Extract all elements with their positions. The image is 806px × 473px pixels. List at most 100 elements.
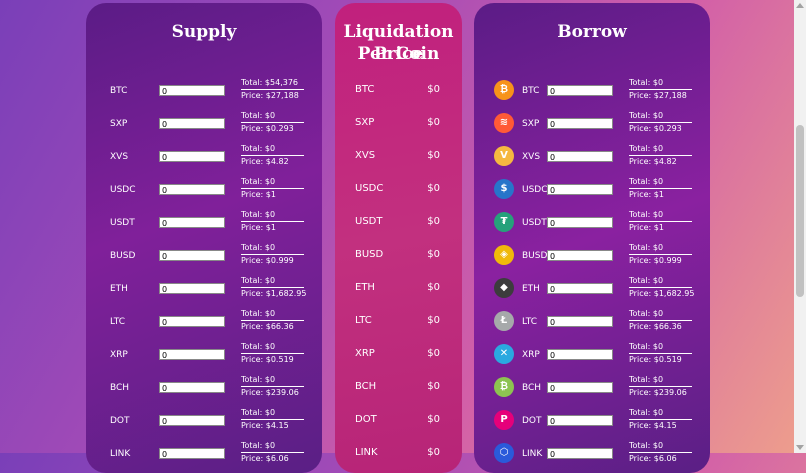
borrow-row: $ USDC 0 Total: $0 Price: $1 <box>474 177 710 213</box>
supply-symbol: XVS <box>110 152 129 162</box>
borrow-row: ◆ ETH 0 Total: $0 Price: $1,682.95 <box>474 276 710 312</box>
borrow-amount-input[interactable]: 0 <box>547 217 613 228</box>
liquidation-price-value: $0 <box>427 117 440 128</box>
supply-total-block: Total: $0 Price: $1 <box>241 177 304 200</box>
supply-amount-input[interactable]: 0 <box>159 217 225 228</box>
borrow-total-block: Total: $0 Price: $4.82 <box>629 144 692 167</box>
borrow-total: Total: $0 <box>629 375 692 387</box>
chainlink-icon: ⬡ <box>494 443 514 463</box>
liquidation-price-value: $0 <box>427 183 440 194</box>
supply-price: Price: $6.06 <box>241 454 289 463</box>
liquidation-title-line1: Liquidation Price <box>343 22 454 64</box>
supply-row: USDT 0 Total: $0 Price: $1 <box>86 210 322 246</box>
supply-total: Total: $0 <box>241 276 304 288</box>
borrow-total: Total: $0 <box>629 144 692 156</box>
supply-total-block: Total: $0 Price: $0.519 <box>241 342 304 365</box>
liquidation-price-value: $0 <box>427 84 440 95</box>
borrow-amount-input[interactable]: 0 <box>547 250 613 261</box>
scroll-up-arrow-icon[interactable] <box>796 3 804 8</box>
supply-amount-input[interactable]: 0 <box>159 382 225 393</box>
supply-total: Total: $0 <box>241 111 304 123</box>
borrow-price: Price: $4.15 <box>629 421 677 430</box>
liquidation-price-value: $0 <box>427 381 440 392</box>
supply-symbol: XRP <box>110 350 128 360</box>
supply-total: Total: $54,376 <box>241 78 304 90</box>
borrow-row: V XVS 0 Total: $0 Price: $4.82 <box>474 144 710 180</box>
supply-row: BCH 0 Total: $0 Price: $239.06 <box>86 375 322 411</box>
borrow-total: Total: $0 <box>629 342 692 354</box>
borrow-total-block: Total: $0 Price: $239.06 <box>629 375 692 398</box>
supply-amount-input[interactable]: 0 <box>159 118 225 129</box>
borrow-amount-input[interactable]: 0 <box>547 85 613 96</box>
supply-amount-input[interactable]: 0 <box>159 85 225 96</box>
supply-amount-input[interactable]: 0 <box>159 448 225 459</box>
borrow-amount-input[interactable]: 0 <box>547 151 613 162</box>
supply-price: Price: $27,188 <box>241 91 299 100</box>
borrow-price: Price: $1 <box>629 223 664 232</box>
borrow-row: ₿ BCH 0 Total: $0 Price: $239.06 <box>474 375 710 411</box>
supply-panel: Supply BTC 0 Total: $54,376 Price: $27,188 S… <box>86 3 322 473</box>
borrow-amount-input[interactable]: 0 <box>547 448 613 459</box>
supply-symbol: BTC <box>110 86 128 96</box>
borrow-row: Ł LTC 0 Total: $0 Price: $66.36 <box>474 309 710 345</box>
supply-amount-input[interactable]: 0 <box>159 415 225 426</box>
supply-row: XRP 0 Total: $0 Price: $0.519 <box>86 342 322 378</box>
borrow-total-block: Total: $0 Price: $4.15 <box>629 408 692 431</box>
borrow-symbol: ETH <box>522 284 540 294</box>
borrow-row: ₮ USDT 0 Total: $0 Price: $1 <box>474 210 710 246</box>
borrow-amount-input[interactable]: 0 <box>547 349 613 360</box>
supply-total-block: Total: $0 Price: $1,682.95 <box>241 276 306 299</box>
supply-amount-input[interactable]: 0 <box>159 349 225 360</box>
supply-price: Price: $1,682.95 <box>241 289 307 298</box>
borrow-amount-input[interactable]: 0 <box>547 415 613 426</box>
bitcoin-icon: ₿ <box>494 80 514 100</box>
liquidation-row: BCH $0 <box>335 378 462 411</box>
supply-symbol: BCH <box>110 383 130 393</box>
borrow-total: Total: $0 <box>629 441 692 453</box>
borrow-symbol: BTC <box>522 86 540 96</box>
liquidation-row: LINK $0 <box>335 444 462 473</box>
scroll-thumb[interactable] <box>796 125 804 297</box>
borrow-total: Total: $0 <box>629 78 692 90</box>
page-scrollbar[interactable] <box>794 0 806 453</box>
supply-amount-input[interactable]: 0 <box>159 283 225 294</box>
borrow-symbol: XRP <box>522 350 540 360</box>
binance-usd-icon: ◈ <box>494 245 514 265</box>
borrow-price: Price: $0.999 <box>629 256 682 265</box>
supply-amount-input[interactable]: 0 <box>159 184 225 195</box>
borrow-title: Borrow <box>557 22 627 42</box>
scroll-down-arrow-icon[interactable] <box>796 445 804 450</box>
supply-total: Total: $0 <box>241 243 304 255</box>
borrow-amount-input[interactable]: 0 <box>547 283 613 294</box>
liquidation-symbol: USDC <box>355 183 384 194</box>
borrow-amount-input[interactable]: 0 <box>547 118 613 129</box>
liquidation-symbol: SXP <box>355 117 375 128</box>
supply-total: Total: $0 <box>241 210 304 222</box>
liquidation-price-value: $0 <box>427 414 440 425</box>
borrow-total: Total: $0 <box>629 177 692 189</box>
borrow-amount-input[interactable]: 0 <box>547 382 613 393</box>
supply-row: SXP 0 Total: $0 Price: $0.293 <box>86 111 322 147</box>
supply-total-block: Total: $0 Price: $4.15 <box>241 408 304 431</box>
ethereum-icon: ◆ <box>494 278 514 298</box>
supply-amount-input[interactable]: 0 <box>159 250 225 261</box>
supply-price: Price: $0.293 <box>241 124 294 133</box>
supply-amount-input[interactable]: 0 <box>159 151 225 162</box>
borrow-price: Price: $239.06 <box>629 388 687 397</box>
borrow-total-block: Total: $0 Price: $0.999 <box>629 243 692 266</box>
borrow-total: Total: $0 <box>629 309 692 321</box>
usdc-icon: $ <box>494 179 514 199</box>
borrow-amount-input[interactable]: 0 <box>547 316 613 327</box>
liquidation-row: BTC $0 <box>335 81 462 114</box>
liquidation-symbol: LINK <box>355 447 378 458</box>
supply-total: Total: $0 <box>241 375 304 387</box>
supply-total: Total: $0 <box>241 177 304 189</box>
liquidation-row: USDC $0 <box>335 180 462 213</box>
supply-price: Price: $0.519 <box>241 355 294 364</box>
supply-amount-input[interactable]: 0 <box>159 316 225 327</box>
borrow-symbol: USDC <box>522 185 548 195</box>
borrow-total-block: Total: $0 Price: $0.519 <box>629 342 692 365</box>
supply-row: LTC 0 Total: $0 Price: $66.36 <box>86 309 322 345</box>
supply-symbol: USDC <box>110 185 136 195</box>
borrow-amount-input[interactable]: 0 <box>547 184 613 195</box>
